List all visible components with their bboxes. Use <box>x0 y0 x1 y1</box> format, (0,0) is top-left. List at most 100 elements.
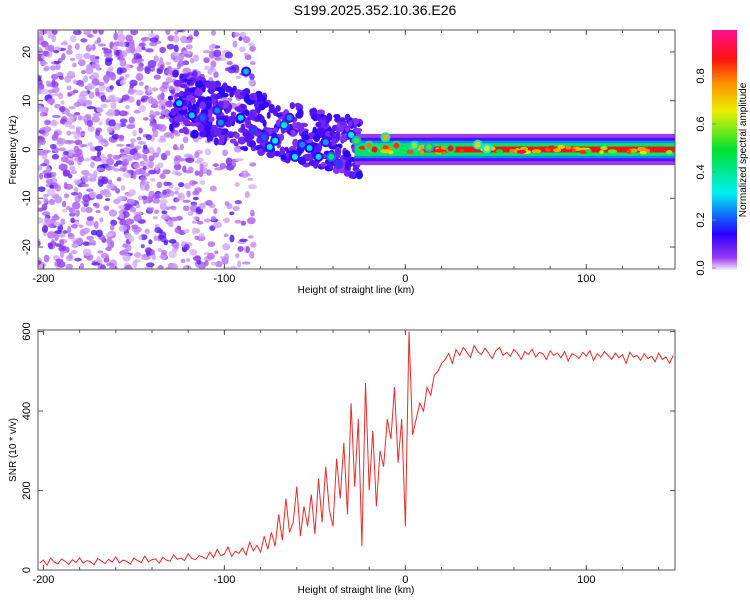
spectrogram-noise-blob <box>141 195 148 200</box>
spectrogram-noise-blob <box>136 44 143 53</box>
spectrogram-noise-blob <box>173 44 179 53</box>
spectrogram-ridge-blob <box>434 148 444 153</box>
spectrogram-noise-blob <box>106 108 116 117</box>
spectrogram-y-label: Frequency (Hz) <box>8 116 19 185</box>
spectrogram-band-blob <box>205 101 212 110</box>
spectrogram-noise-blob <box>82 78 87 82</box>
spectrogram-feature <box>425 144 432 151</box>
spectrogram-band-blob <box>309 108 318 115</box>
spectrogram-band-blob <box>205 81 211 89</box>
spectrogram-noise-blob <box>43 119 52 126</box>
spectrogram-band-blob <box>179 83 188 88</box>
spectrogram-ridge-blob <box>406 149 414 154</box>
spectrogram-noise-blob <box>133 228 140 235</box>
spectrogram-noise-blob <box>224 201 230 207</box>
spectrogram-noise-blob <box>132 129 137 137</box>
spectrogram-noise-blob <box>77 114 83 121</box>
spectrogram-noise-blob <box>198 233 205 238</box>
spectrogram-noise-blob <box>113 198 121 205</box>
spectrogram-band-blob <box>242 146 249 152</box>
spectrogram-noise-blob <box>125 73 130 78</box>
spectrogram-band-blob <box>311 114 318 121</box>
spectrogram-noise-blob <box>86 83 96 90</box>
spectrogram-noise-blob <box>161 82 169 89</box>
spectrogram-noise-blob <box>144 183 150 192</box>
spectrogram-noise-blob <box>75 126 82 132</box>
spectrogram-noise-blob <box>122 243 128 248</box>
spectrogram-noise-blob <box>143 154 148 162</box>
spectrogram-band-blob <box>344 113 351 121</box>
spectrogram-noise-blob <box>81 70 86 75</box>
spectrogram-noise-blob <box>186 258 191 262</box>
spectrogram-noise-blob <box>150 104 159 109</box>
spectrogram-noise-blob <box>234 182 240 188</box>
spectrogram-noise-blob <box>93 170 98 179</box>
spectrogram-feature <box>261 134 268 141</box>
spectrogram-noise-blob <box>66 49 73 55</box>
spectrogram-noise-blob <box>207 68 213 75</box>
spectrogram-ridge-blob <box>600 146 608 151</box>
spectrogram-noise-blob <box>83 172 92 177</box>
spectrogram-noise-blob <box>196 220 204 225</box>
spectrogram-band-blob <box>244 136 251 143</box>
spectrogram-noise-blob <box>204 148 212 156</box>
spectrogram-noise-blob <box>67 93 72 97</box>
spectrogram-noise-blob <box>86 216 94 221</box>
spectrogram-noise-blob <box>142 165 147 171</box>
spectrogram-noise-blob <box>154 227 162 234</box>
spectrogram-noise-blob <box>53 60 61 64</box>
spectrogram-noise-blob <box>139 176 147 182</box>
spectrogram-noise-blob <box>71 201 81 210</box>
spectrogram-noise-blob <box>142 117 149 121</box>
spectrogram-noise-blob <box>156 181 163 189</box>
spectrogram-noise-blob <box>82 194 92 203</box>
spectrogram-noise-blob <box>249 162 257 167</box>
spectrogram-noise-blob <box>73 186 79 194</box>
spectrogram-noise-blob <box>239 46 246 53</box>
spectrogram-noise-blob <box>87 125 95 132</box>
spectrogram-band-blob <box>300 122 308 128</box>
spectrogram-noise-blob <box>89 54 97 62</box>
spectrogram-noise-blob <box>229 265 238 269</box>
spectrogram-noise-blob <box>248 79 255 86</box>
spectrogram-band-blob <box>245 119 252 129</box>
spectrogram-x-tick-label: 100 <box>577 273 595 285</box>
spectrogram-ridge-blob <box>547 145 556 150</box>
spectrogram-noise-blob <box>38 200 42 205</box>
spectrogram-noise-blob <box>153 235 158 242</box>
spectrogram-noise-blob <box>138 127 143 134</box>
spectrogram-noise-blob <box>86 235 94 241</box>
spectrogram-noise-blob <box>53 221 61 227</box>
spectrogram-band-blob <box>207 116 215 123</box>
spectrogram-noise-blob <box>105 232 114 238</box>
spectrogram-noise-blob <box>203 50 211 54</box>
spectrogram-noise-blob <box>91 115 100 123</box>
spectrogram-feature <box>483 145 490 152</box>
spectrogram-noise-blob <box>194 151 200 159</box>
spectrogram-noise-blob <box>65 263 74 269</box>
spectrogram-noise-blob <box>113 32 119 41</box>
spectrogram-noise-blob <box>207 241 216 247</box>
spectrogram-noise-blob <box>130 141 135 149</box>
spectrogram-band-blob <box>262 119 267 128</box>
spectrogram-noise-blob <box>131 224 139 229</box>
spectrogram-band-blob <box>218 100 224 108</box>
spectrogram-noise-blob <box>88 91 95 99</box>
spectrogram-noise-blob <box>121 94 130 101</box>
spectrogram-noise-blob <box>147 207 154 212</box>
spectrogram-noise-blob <box>80 143 88 148</box>
spectrogram-noise-blob <box>166 43 175 50</box>
spectrogram-feature <box>474 141 481 148</box>
spectrogram-noise-blob <box>157 264 164 269</box>
spectrogram-noise-blob <box>48 222 55 229</box>
spectrogram-band-blob <box>204 125 211 132</box>
spectrogram-feature <box>199 114 206 121</box>
spectrogram-noise-blob <box>159 46 167 54</box>
spectrogram-noise-blob <box>132 152 141 161</box>
spectrogram-noise-blob <box>47 242 52 248</box>
spectrogram-noise-blob <box>194 235 199 240</box>
spectrogram-noise-blob <box>133 211 143 216</box>
spectrogram-noise-blob <box>173 144 178 151</box>
spectrogram-noise-blob <box>119 53 124 59</box>
